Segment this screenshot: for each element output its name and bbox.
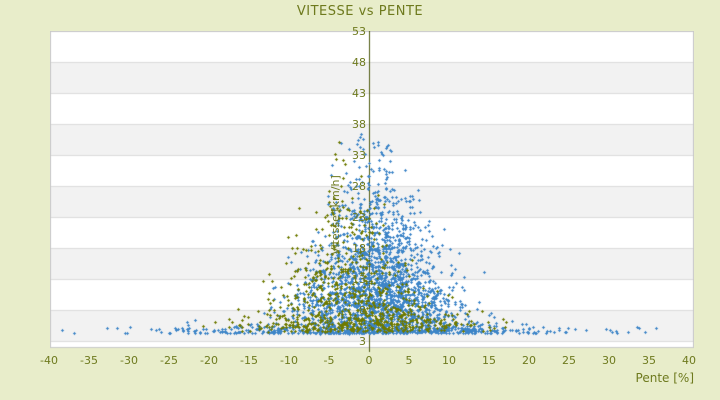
x-tick-label: 35 [642, 354, 656, 367]
y-tick-label: 18 [352, 241, 366, 255]
y-tick-label: 8 [359, 303, 366, 317]
x-tick-label: 20 [522, 354, 536, 367]
x-tick-label: -20 [200, 354, 218, 367]
x-tick-label: -10 [280, 354, 298, 367]
y-tick-label: 33 [352, 148, 366, 162]
x-tick-label: -30 [120, 354, 138, 367]
x-tick-label: 25 [562, 354, 576, 367]
x-tick-label: 30 [602, 354, 616, 367]
x-tick-label: 10 [442, 354, 456, 367]
y-axis-title: Vitesse [km/h] [329, 175, 342, 255]
scatter-canvas [50, 31, 694, 354]
y-tick-label: 23 [352, 210, 366, 224]
y-tick-label: 13 [352, 272, 366, 286]
x-tick-label: -15 [240, 354, 258, 367]
y-tick-label: 48 [352, 55, 366, 69]
y-tick-label: 38 [352, 117, 366, 131]
x-tick-label: 15 [482, 354, 496, 367]
plot-area [50, 31, 694, 354]
y-tick-label: 3 [359, 334, 366, 348]
x-tick-label: -5 [323, 354, 335, 367]
x-tick-label: 40 [682, 354, 696, 367]
x-tick-label: 5 [405, 354, 413, 367]
x-tick-label: -40 [40, 354, 58, 367]
x-tick-label: -35 [80, 354, 98, 367]
y-tick-label: 43 [352, 86, 366, 100]
y-tick-label: 53 [352, 24, 366, 38]
x-tick-label: 0 [365, 354, 373, 367]
chart-title: VITESSE vs PENTE [296, 4, 424, 19]
x-tick-label: -25 [160, 354, 178, 367]
x-axis-title: Pente [%] [635, 371, 694, 385]
y-tick-label: 28 [352, 179, 366, 193]
